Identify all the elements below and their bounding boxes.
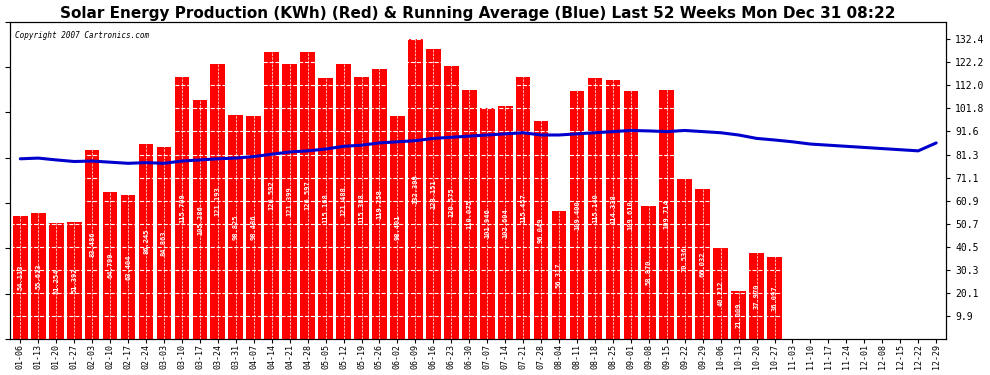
Text: 132.399: 132.399 bbox=[413, 174, 419, 204]
Text: 126.597: 126.597 bbox=[305, 181, 311, 210]
Text: 109.714: 109.714 bbox=[663, 200, 670, 230]
Text: 120.575: 120.575 bbox=[448, 188, 454, 217]
Bar bbox=[121, 195, 136, 339]
Text: 114.338: 114.338 bbox=[610, 195, 616, 224]
Text: 128.151: 128.151 bbox=[431, 179, 437, 209]
Bar bbox=[85, 150, 99, 339]
Text: 96.049: 96.049 bbox=[539, 217, 545, 243]
Text: 110.075: 110.075 bbox=[466, 200, 472, 229]
Text: 105.286: 105.286 bbox=[197, 205, 203, 234]
Text: 63.404: 63.404 bbox=[125, 254, 131, 280]
Bar bbox=[174, 77, 189, 339]
Bar bbox=[31, 213, 46, 339]
Text: 121.488: 121.488 bbox=[341, 186, 346, 216]
Text: 115.168: 115.168 bbox=[323, 194, 329, 223]
Bar bbox=[624, 91, 639, 339]
Bar bbox=[588, 78, 602, 339]
Bar bbox=[103, 192, 118, 339]
Text: 86.245: 86.245 bbox=[143, 228, 149, 254]
Text: 40.212: 40.212 bbox=[718, 280, 724, 306]
Text: 119.258: 119.258 bbox=[376, 189, 382, 219]
Bar bbox=[408, 39, 423, 339]
Text: 115.140: 115.140 bbox=[592, 194, 598, 224]
Text: 98.486: 98.486 bbox=[250, 214, 256, 240]
Bar bbox=[211, 64, 225, 339]
Bar bbox=[337, 64, 350, 339]
Text: 101.946: 101.946 bbox=[484, 209, 490, 238]
Bar bbox=[192, 100, 207, 339]
Bar bbox=[444, 66, 458, 339]
Bar bbox=[642, 206, 656, 339]
Bar bbox=[13, 216, 28, 339]
Text: 70.536: 70.536 bbox=[682, 246, 688, 272]
Bar bbox=[390, 116, 405, 339]
Bar bbox=[354, 78, 369, 339]
Bar bbox=[516, 77, 531, 339]
Bar bbox=[767, 257, 782, 339]
Text: 56.317: 56.317 bbox=[556, 262, 562, 288]
Bar bbox=[677, 179, 692, 339]
Text: 109.610: 109.610 bbox=[628, 200, 634, 230]
Bar bbox=[480, 108, 495, 339]
Text: 121.399: 121.399 bbox=[287, 186, 293, 216]
Text: 126.592: 126.592 bbox=[268, 181, 274, 210]
Text: 115.709: 115.709 bbox=[179, 193, 185, 223]
Text: 58.870: 58.870 bbox=[645, 260, 651, 285]
Bar bbox=[300, 52, 315, 339]
Bar bbox=[139, 144, 153, 339]
Text: 98.401: 98.401 bbox=[394, 214, 400, 240]
Text: 55.613: 55.613 bbox=[36, 263, 42, 289]
Bar bbox=[551, 211, 566, 339]
Bar bbox=[426, 49, 441, 339]
Text: 36.097: 36.097 bbox=[771, 285, 777, 311]
Text: Copyright 2007 Cartronics.com: Copyright 2007 Cartronics.com bbox=[15, 31, 149, 40]
Text: 115.457: 115.457 bbox=[520, 193, 526, 223]
Text: 84.863: 84.863 bbox=[161, 230, 167, 255]
Text: 98.825: 98.825 bbox=[233, 214, 239, 240]
Text: 37.970: 37.970 bbox=[753, 283, 759, 309]
Text: 54.113: 54.113 bbox=[17, 265, 24, 290]
Bar bbox=[156, 147, 171, 339]
Text: 83.486: 83.486 bbox=[89, 232, 95, 257]
Bar bbox=[659, 90, 674, 339]
Bar bbox=[569, 91, 584, 339]
Bar bbox=[372, 69, 387, 339]
Bar bbox=[66, 222, 81, 339]
Text: 51.254: 51.254 bbox=[53, 268, 59, 294]
Text: 51.392: 51.392 bbox=[71, 268, 77, 293]
Bar bbox=[534, 121, 548, 339]
Text: 109.400: 109.400 bbox=[574, 200, 580, 230]
Text: 66.032: 66.032 bbox=[700, 251, 706, 277]
Bar bbox=[462, 90, 476, 339]
Bar bbox=[732, 291, 746, 339]
Bar bbox=[229, 115, 244, 339]
Text: 115.388: 115.388 bbox=[358, 193, 364, 223]
Bar bbox=[282, 64, 297, 339]
Bar bbox=[498, 106, 513, 339]
Text: 21.009: 21.009 bbox=[736, 302, 742, 328]
Text: 121.193: 121.193 bbox=[215, 187, 221, 216]
Text: 102.604: 102.604 bbox=[502, 208, 508, 237]
Bar bbox=[318, 78, 333, 339]
Bar bbox=[247, 116, 261, 339]
Text: 64.799: 64.799 bbox=[107, 253, 113, 278]
Bar bbox=[714, 248, 728, 339]
Bar bbox=[749, 253, 764, 339]
Title: Solar Energy Production (KWh) (Red) & Running Average (Blue) Last 52 Weeks Mon D: Solar Energy Production (KWh) (Red) & Ru… bbox=[60, 6, 896, 21]
Bar bbox=[695, 189, 710, 339]
Bar bbox=[264, 52, 279, 339]
Bar bbox=[606, 80, 621, 339]
Bar bbox=[49, 223, 63, 339]
